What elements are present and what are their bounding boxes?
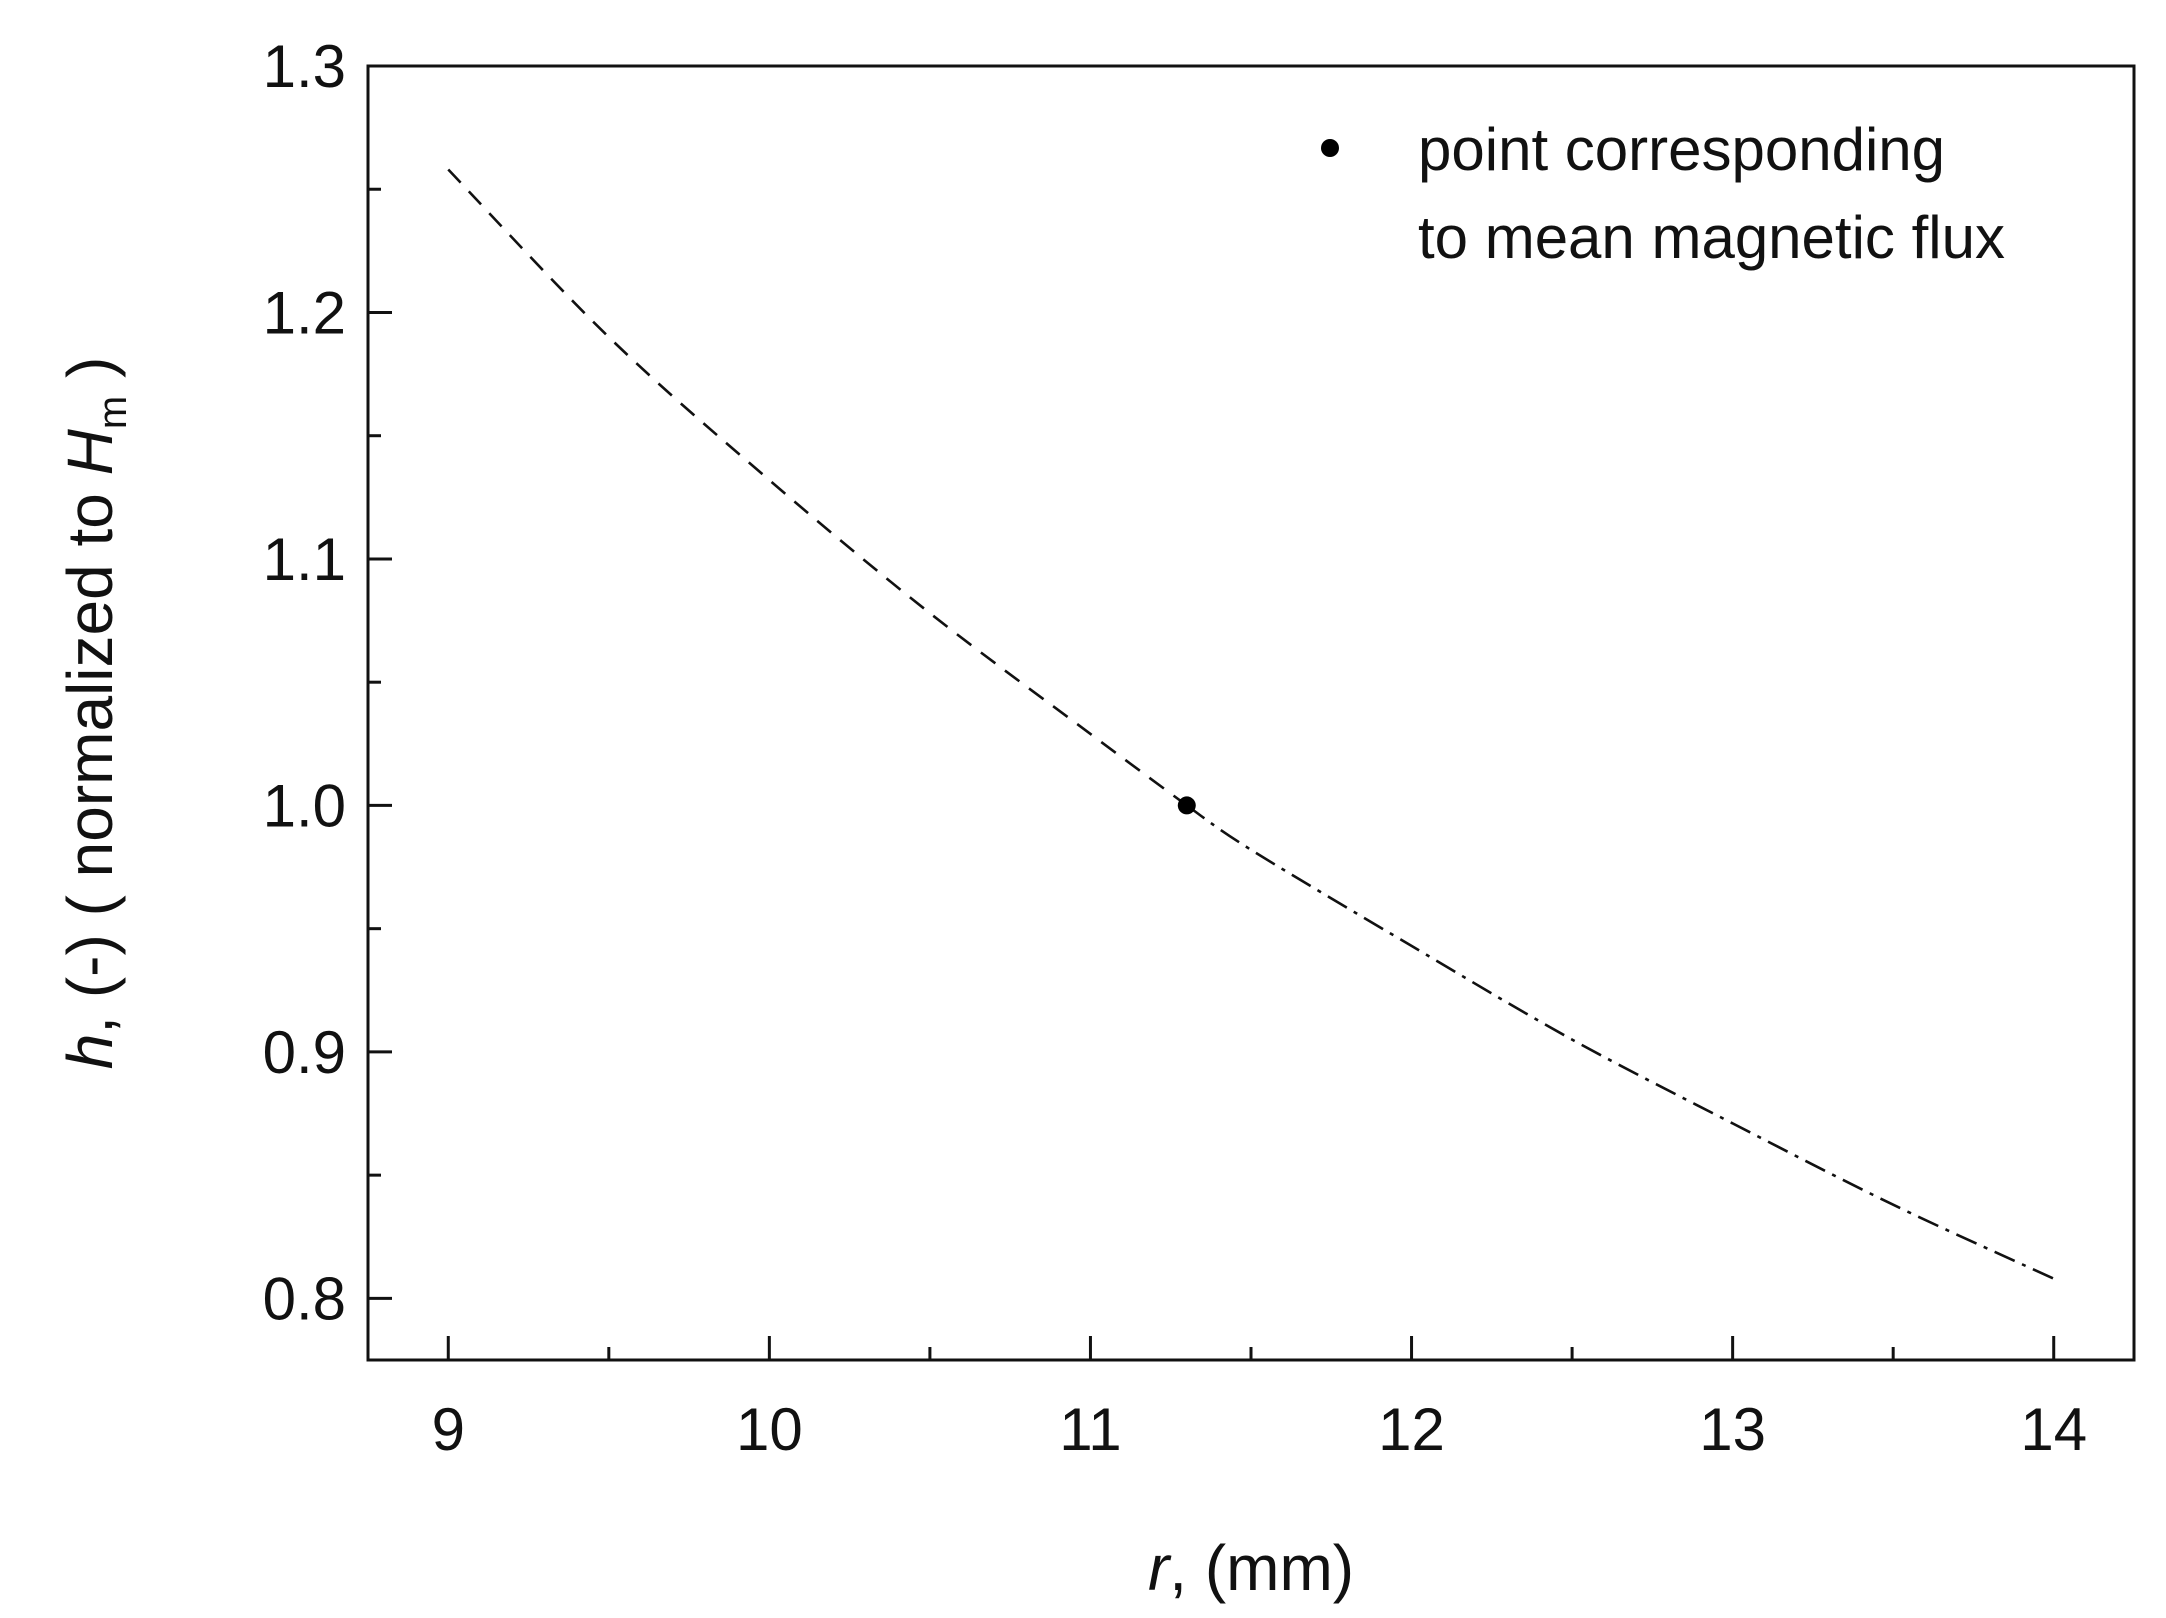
y-tick-label: 0.8 xyxy=(263,1265,346,1332)
y-tick-label: 1.3 xyxy=(263,33,346,100)
point-layer xyxy=(1177,796,1196,815)
x-axis: 9 10 11 12 13 14 xyxy=(432,1336,2087,1463)
y-tick-label: 1.2 xyxy=(263,279,346,346)
x-tick-label: 11 xyxy=(1059,1396,1121,1463)
series-line-1 xyxy=(447,168,1188,807)
x-tick-label: 13 xyxy=(1699,1396,1766,1463)
y-axis-title: h, (-) ( normalized to Hm ) xyxy=(54,357,135,1070)
legend: point corresponding to mean magnetic flu… xyxy=(1321,116,2005,271)
x-tick-label: 9 xyxy=(432,1396,465,1463)
y-tick-label: 1.0 xyxy=(263,772,346,839)
x-tick-label: 14 xyxy=(2020,1396,2087,1463)
legend-label-line-2: to mean magnetic flux xyxy=(1418,204,2005,271)
y-tick-label: 1.1 xyxy=(263,526,346,593)
x-tick-label: 12 xyxy=(1378,1396,1445,1463)
series-line-2 xyxy=(1186,804,2055,1280)
mean-flux-point xyxy=(1177,796,1196,815)
legend-label-line-1: point corresponding xyxy=(1418,116,1945,183)
legend-marker xyxy=(1321,139,1339,157)
y-axis: 0.8 0.9 1.0 1.1 1.2 1.3 xyxy=(263,33,392,1332)
series-layer xyxy=(447,168,2055,1280)
x-tick-label: 10 xyxy=(736,1396,803,1463)
y-tick-label: 0.9 xyxy=(263,1019,346,1086)
x-axis-title: r, (mm) xyxy=(1148,1532,1354,1604)
